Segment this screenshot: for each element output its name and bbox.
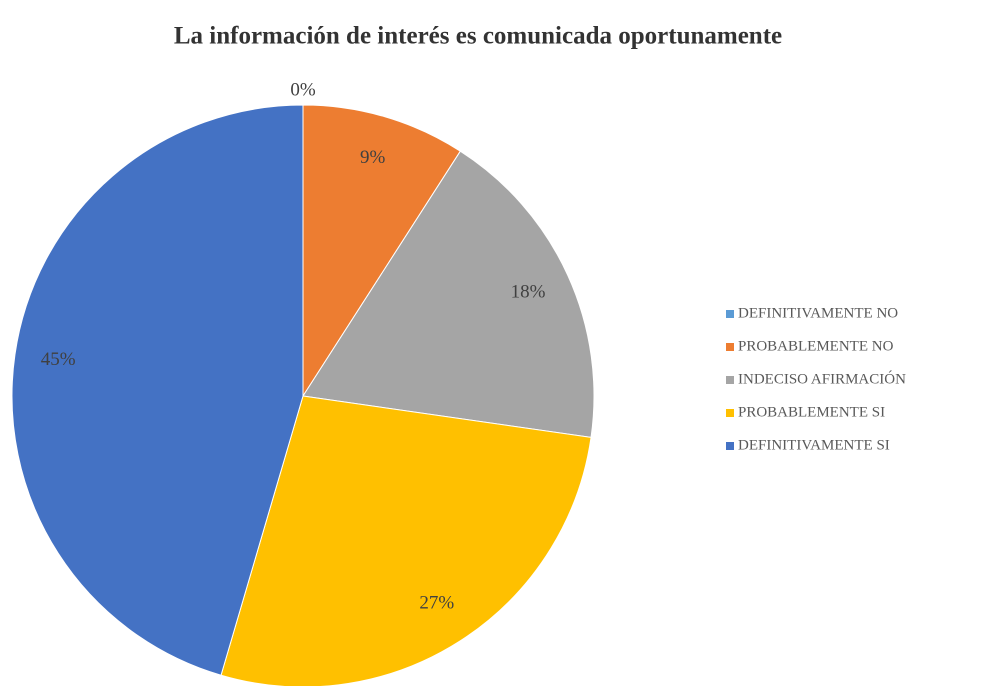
pie-slice bbox=[302, 104, 462, 398]
legend-label: DEFINITIVAMENTE NO bbox=[738, 305, 898, 321]
data-label: 45% bbox=[41, 349, 76, 370]
legend-swatch bbox=[726, 376, 734, 384]
legend-swatch bbox=[726, 442, 734, 450]
data-label: 27% bbox=[419, 592, 454, 613]
legend-swatch bbox=[726, 343, 734, 351]
legend-swatch bbox=[726, 310, 734, 318]
pie-slice bbox=[220, 395, 592, 686]
pie-slice bbox=[302, 150, 595, 438]
legend-label: PROBABLEMENTE SI bbox=[738, 404, 885, 420]
legend-label: INDECISO AFIRMACIÓN bbox=[738, 370, 906, 387]
data-label: 0% bbox=[290, 79, 316, 100]
data-label: 9% bbox=[360, 147, 386, 168]
legend-label: PROBABLEMENTE NO bbox=[738, 338, 894, 354]
data-label: 18% bbox=[511, 282, 546, 303]
chart-title: La información de interés es comunicada … bbox=[174, 23, 782, 50]
pie-slice bbox=[11, 104, 304, 676]
legend-label: DEFINITIVAMENTE SI bbox=[738, 437, 890, 453]
legend-swatch bbox=[726, 409, 734, 417]
